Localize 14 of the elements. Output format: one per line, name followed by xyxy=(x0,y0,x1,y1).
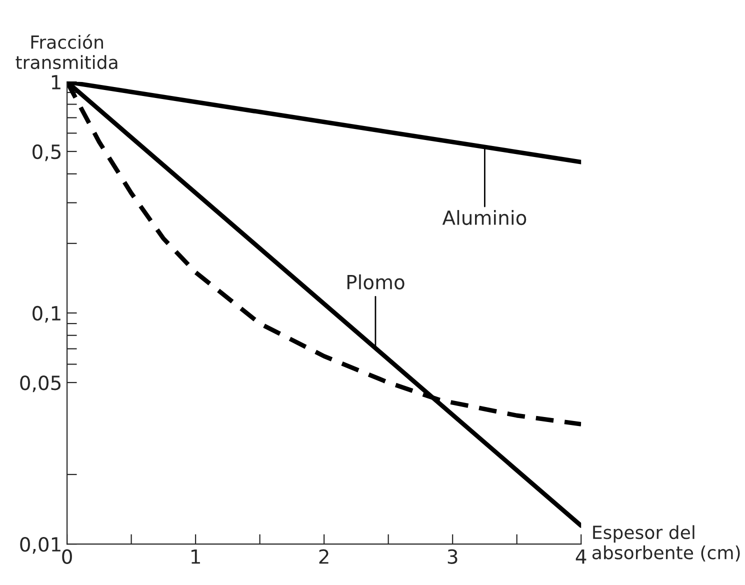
y-tick-label: 0,01 xyxy=(20,537,60,554)
y-axis-title: Fracción transmitida xyxy=(16,34,118,70)
x-axis-title: Espesor del absorbente (cm) xyxy=(592,525,740,562)
x-tick-label: 4 xyxy=(576,550,586,564)
annotation: Aluminio xyxy=(442,210,526,226)
y-tick-label: 0,5 xyxy=(32,144,60,162)
x-tick-label: 2 xyxy=(319,549,328,564)
x-tick-label: 1 xyxy=(192,550,200,564)
x-tick-label: 3 xyxy=(448,549,458,564)
y-tick-label: 1 xyxy=(52,75,60,90)
annotation: Plomo xyxy=(347,274,404,290)
x-tick-label: 0 xyxy=(62,549,72,564)
y-tick-label: 0,05 xyxy=(20,375,60,392)
y-tick-label: 0,1 xyxy=(32,306,60,323)
